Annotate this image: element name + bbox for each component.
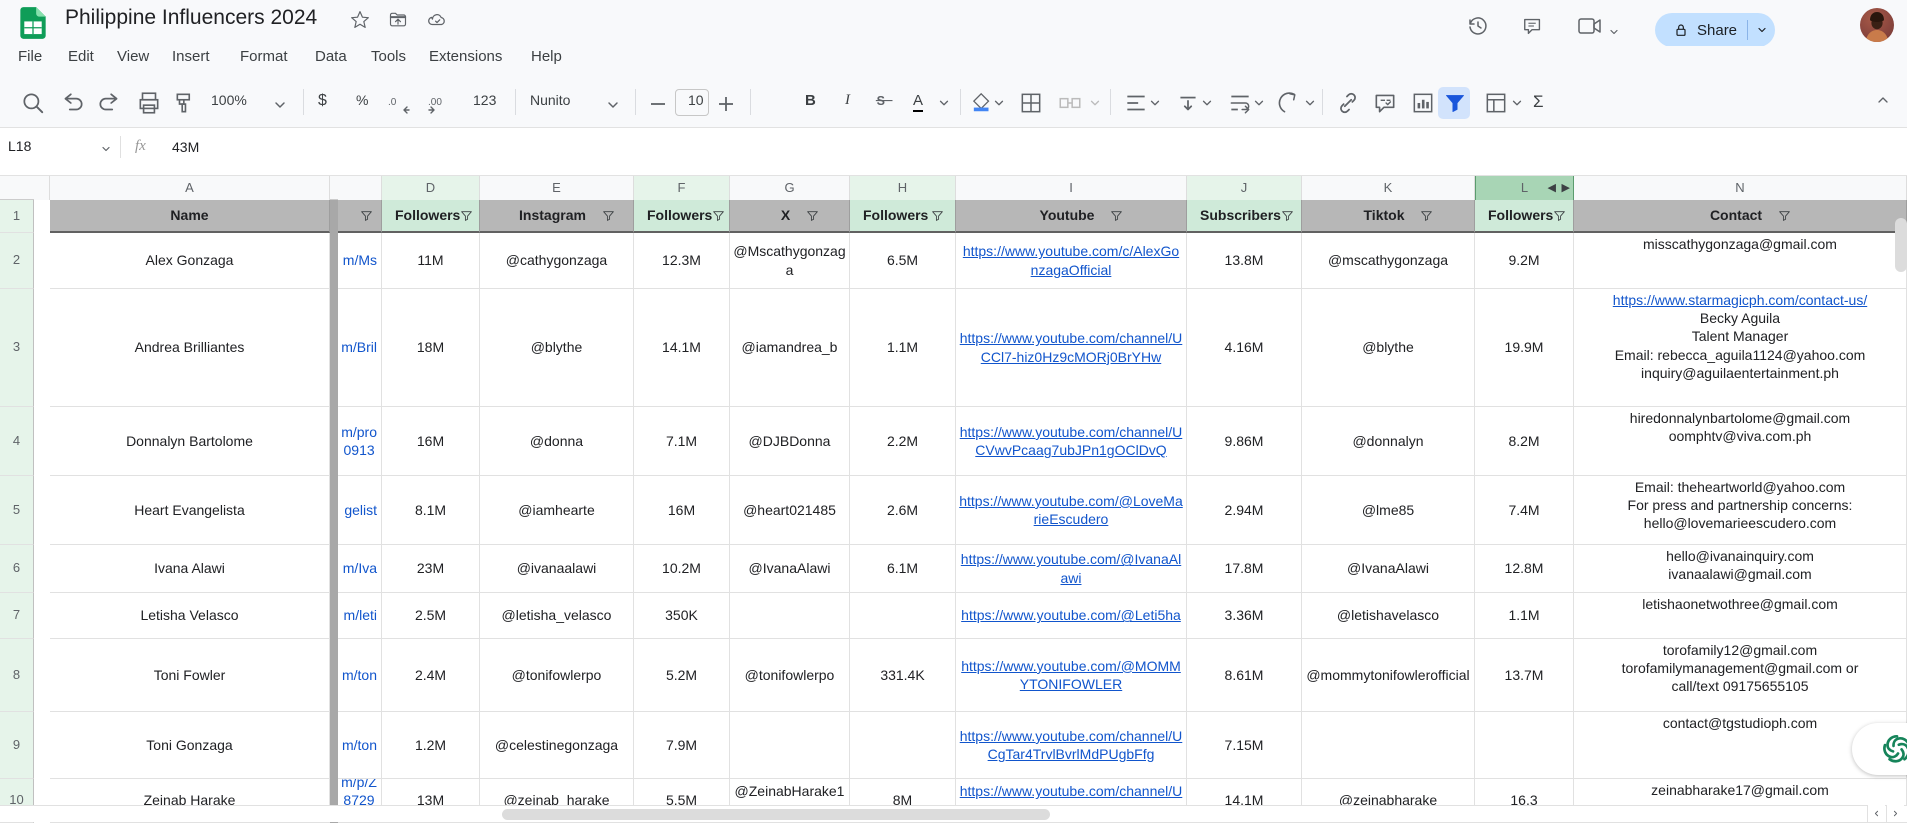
svg-text:S: S	[877, 94, 885, 108]
svg-text:.00: .00	[428, 97, 442, 108]
svg-text:.0: .0	[388, 97, 397, 108]
